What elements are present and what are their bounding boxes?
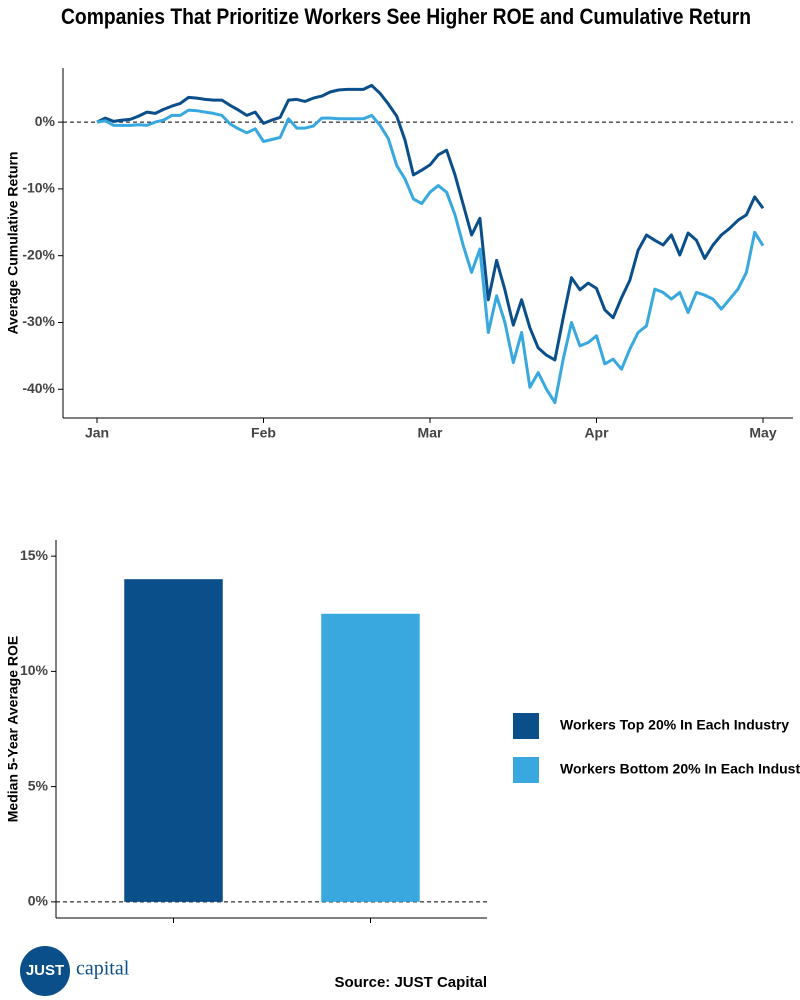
line (96, 108, 765, 405)
bar (124, 579, 223, 902)
y-axis-title: Median 5-Year Average ROE (5, 636, 21, 822)
y-axis-title: Average Cumulative Return (5, 151, 21, 334)
x-tick-label: May (749, 425, 776, 441)
y-tick-label: 0% (35, 113, 56, 129)
legend-label: Workers Bottom 20% In Each Industry (560, 761, 800, 777)
y-tick-label: -40% (22, 380, 55, 396)
x-tick-label: Feb (251, 425, 276, 441)
legend-label: Workers Top 20% In Each Industry (560, 717, 789, 733)
y-tick-label: -20% (22, 246, 55, 262)
y-tick-label: -10% (22, 180, 55, 196)
logo-mark: JUST (26, 962, 64, 979)
y-tick-label: -30% (22, 313, 55, 329)
legend-swatch (513, 713, 539, 739)
legend-swatch (513, 757, 539, 783)
y-tick-label: 15% (20, 547, 49, 563)
x-tick-label: Apr (584, 425, 609, 441)
title: Companies That Prioritize Workers See Hi… (61, 4, 751, 29)
logo-circle (20, 946, 70, 996)
y-tick-label: 5% (28, 777, 49, 793)
bar (321, 613, 420, 902)
x-tick-label: Mar (418, 425, 443, 441)
y-tick-label: 10% (20, 662, 49, 678)
x-tick-label: Jan (85, 425, 109, 441)
source: Source: JUST Capital (334, 974, 487, 991)
logo-name: capital (76, 958, 130, 980)
y-tick-label: 0% (28, 893, 49, 909)
line (96, 83, 765, 362)
